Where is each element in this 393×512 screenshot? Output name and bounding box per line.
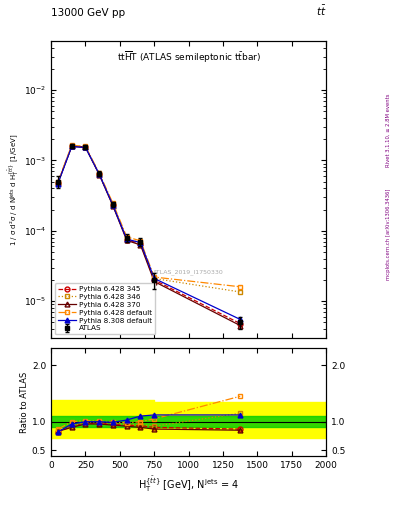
Pythia 6.428 default — [138, 238, 143, 244]
Pythia 8.308 default — [56, 180, 61, 186]
Y-axis label: Ratio to ATLAS: Ratio to ATLAS — [20, 371, 29, 433]
Text: Rivet 3.1.10, ≥ 2.8M events: Rivet 3.1.10, ≥ 2.8M events — [386, 93, 391, 167]
Pythia 6.428 345 — [97, 171, 102, 177]
Pythia 6.428 370 — [125, 238, 129, 244]
Line: Pythia 6.428 default: Pythia 6.428 default — [55, 143, 242, 289]
Line: Pythia 8.308 default: Pythia 8.308 default — [55, 144, 242, 322]
Pythia 6.428 345 — [83, 144, 88, 150]
Pythia 6.428 370 — [152, 279, 157, 285]
Pythia 6.428 default — [125, 234, 129, 240]
Pythia 6.428 370 — [97, 172, 102, 178]
Text: 13000 GeV pp: 13000 GeV pp — [51, 8, 125, 18]
Pythia 6.428 346 — [97, 171, 102, 177]
Pythia 6.428 346 — [238, 289, 242, 295]
Pythia 8.308 default — [152, 275, 157, 282]
Pythia 6.428 345 — [111, 202, 116, 208]
Pythia 8.308 default — [125, 236, 129, 242]
Pythia 8.308 default — [70, 143, 74, 150]
Pythia 6.428 default — [56, 179, 61, 185]
Pythia 6.428 345 — [138, 241, 143, 247]
Pythia 6.428 370 — [138, 242, 143, 248]
Y-axis label: 1 / σ d²σ / d N$^{\mathrm{jets}}$ d H$_{\mathrm{T}}^{\{\bar{t}t\}}$ [1/GeV]: 1 / σ d²σ / d N$^{\mathrm{jets}}$ d H$_{… — [6, 133, 21, 246]
Text: tt$\overline{\rm H}$T (ATLAS semileptonic t$\bar{\rm t}$bar): tt$\overline{\rm H}$T (ATLAS semileptoni… — [117, 50, 261, 65]
Pythia 6.428 346 — [125, 236, 129, 242]
Pythia 8.308 default — [83, 144, 88, 151]
Pythia 6.428 346 — [83, 144, 88, 150]
Pythia 6.428 346 — [111, 202, 116, 208]
Pythia 6.428 default — [97, 170, 102, 176]
X-axis label: H$_\mathrm{T}^{\{\bar{t}t\}}$ [GeV], N$^\mathrm{jets}$ = 4: H$_\mathrm{T}^{\{\bar{t}t\}}$ [GeV], N$^… — [138, 475, 239, 494]
Pythia 6.428 346 — [56, 179, 61, 185]
Pythia 6.428 370 — [83, 144, 88, 151]
Pythia 6.428 370 — [70, 143, 74, 150]
Pythia 6.428 345 — [238, 321, 242, 327]
Pythia 6.428 370 — [56, 180, 61, 186]
Legend: Pythia 6.428 345, Pythia 6.428 346, Pythia 6.428 370, Pythia 6.428 default, Pyth: Pythia 6.428 345, Pythia 6.428 346, Pyth… — [55, 283, 155, 334]
Pythia 6.428 370 — [111, 203, 116, 209]
Pythia 8.308 default — [111, 202, 116, 208]
Pythia 8.308 default — [238, 316, 242, 323]
Line: Pythia 6.428 345: Pythia 6.428 345 — [55, 144, 242, 326]
Pythia 6.428 346 — [70, 143, 74, 149]
Line: Pythia 6.428 370: Pythia 6.428 370 — [55, 144, 242, 328]
Pythia 6.428 default — [83, 143, 88, 150]
Pythia 8.308 default — [97, 171, 102, 177]
Text: $t\bar{t}$: $t\bar{t}$ — [316, 4, 326, 18]
Pythia 6.428 346 — [152, 275, 157, 282]
Pythia 6.428 default — [152, 274, 157, 280]
Text: mcplots.cern.ch [arXiv:1306.3436]: mcplots.cern.ch [arXiv:1306.3436] — [386, 188, 391, 280]
Pythia 6.428 default — [238, 284, 242, 290]
Pythia 6.428 345 — [125, 237, 129, 243]
Pythia 6.428 default — [70, 142, 74, 148]
Pythia 6.428 370 — [238, 323, 242, 329]
Pythia 6.428 345 — [70, 143, 74, 149]
Line: Pythia 6.428 346: Pythia 6.428 346 — [55, 143, 242, 294]
Pythia 8.308 default — [138, 240, 143, 246]
Text: ATLAS_2019_I1750330: ATLAS_2019_I1750330 — [153, 270, 224, 275]
Pythia 6.428 345 — [56, 180, 61, 186]
Pythia 6.428 345 — [152, 277, 157, 283]
Pythia 6.428 default — [111, 200, 116, 206]
Pythia 6.428 346 — [138, 240, 143, 246]
